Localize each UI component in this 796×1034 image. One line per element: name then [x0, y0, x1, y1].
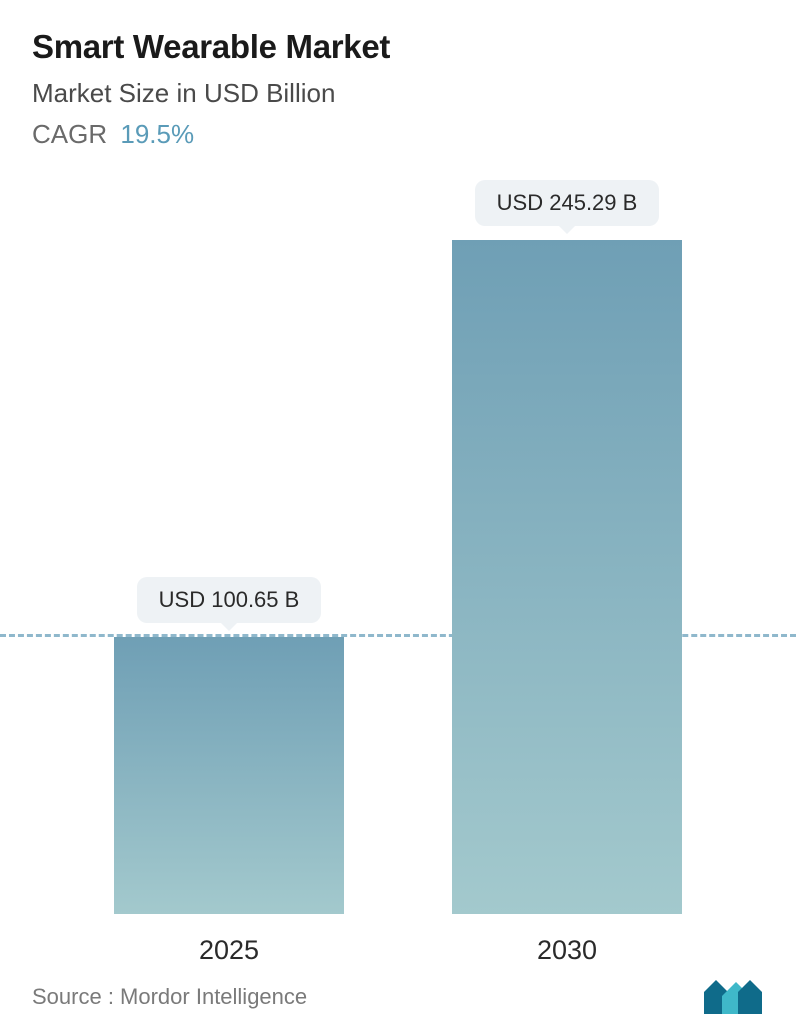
- value-bubble: USD 100.65 B: [137, 577, 322, 623]
- x-axis-labels: 2025 2030: [0, 935, 796, 966]
- bar: [114, 637, 344, 914]
- bars-row: USD 100.65 B USD 245.29 B: [0, 180, 796, 914]
- cagr-row: CAGR 19.5%: [32, 119, 764, 150]
- bar: [452, 240, 682, 914]
- chart-plot-area: USD 100.65 B USD 245.29 B: [0, 180, 796, 914]
- chart-container: Smart Wearable Market Market Size in USD…: [0, 0, 796, 1034]
- chart-title: Smart Wearable Market: [32, 28, 764, 66]
- chart-footer: Source : Mordor Intelligence: [32, 978, 764, 1016]
- source-text: Source : Mordor Intelligence: [32, 984, 307, 1010]
- bar-group: USD 100.65 B: [114, 577, 344, 914]
- x-axis-label: 2030: [452, 935, 682, 966]
- cagr-value: 19.5%: [120, 119, 194, 149]
- chart-subtitle: Market Size in USD Billion: [32, 78, 764, 109]
- x-axis-label: 2025: [114, 935, 344, 966]
- value-bubble: USD 245.29 B: [475, 180, 660, 226]
- brand-logo-icon: [702, 978, 764, 1016]
- cagr-label: CAGR: [32, 119, 107, 149]
- bar-group: USD 245.29 B: [452, 180, 682, 914]
